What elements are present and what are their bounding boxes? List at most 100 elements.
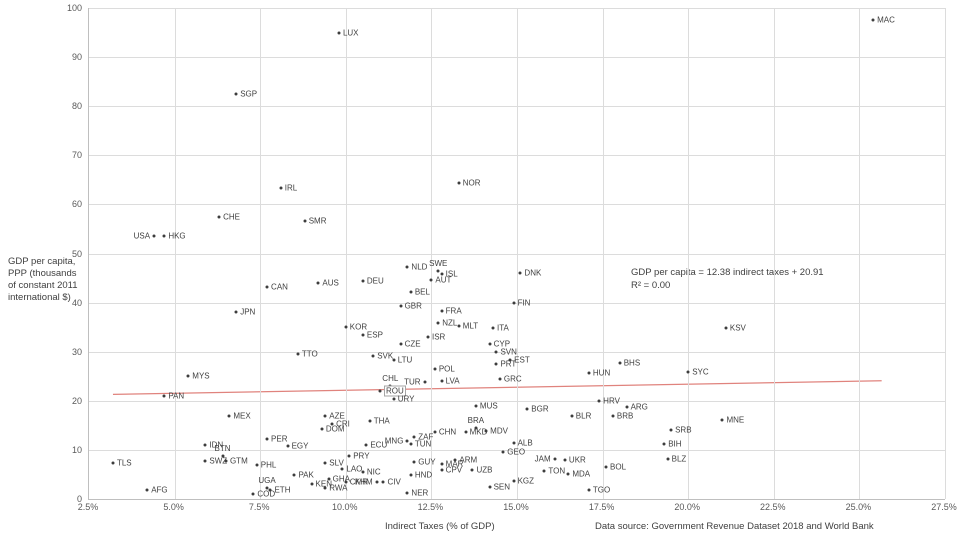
data-point-label: UGA: [258, 475, 276, 485]
data-point-label: GHA: [332, 474, 351, 484]
data-point-label: TGO: [592, 485, 611, 495]
data-point-label: GTM: [229, 456, 248, 466]
data-point-dot: [265, 285, 269, 289]
data-point-label: PAN: [168, 391, 185, 401]
data-point-label: KOR: [349, 322, 368, 332]
data-point-dot: [203, 459, 207, 463]
x-tick-label: 12.5%: [417, 502, 444, 512]
gridline: [859, 8, 861, 499]
data-point-dot: [162, 394, 166, 398]
data-point-label: TUN: [414, 439, 432, 449]
data-point-dot: [292, 473, 296, 477]
data-point-label: BEL: [414, 287, 430, 297]
y-tick-label: 80: [71, 101, 82, 112]
data-point-dot: [409, 473, 413, 477]
data-point-dot: [375, 480, 379, 484]
gridline: [174, 8, 176, 499]
data-point-dot: [265, 486, 269, 490]
data-point-dot: [457, 324, 461, 328]
data-point-dot: [474, 404, 478, 408]
data-point-label: MEX: [233, 411, 251, 421]
x-axis-title: Indirect Taxes (% of GDP): [385, 521, 495, 532]
y-tick-label: 20: [71, 395, 82, 406]
data-point-label: CMR: [349, 477, 369, 487]
data-point-dot: [474, 426, 478, 430]
data-point-label: BRB: [616, 411, 634, 421]
y-tick-label: 100: [66, 3, 82, 13]
data-point-dot: [203, 443, 207, 447]
data-point-label: ESP: [366, 330, 383, 340]
data-point-label: SWZ: [209, 456, 228, 466]
data-point-label: TLS: [116, 458, 132, 468]
data-point-label: CYP: [493, 339, 511, 349]
data-point-dot: [611, 414, 615, 418]
x-tick-label: 25.0%: [845, 502, 872, 512]
data-point-dot: [625, 405, 629, 409]
data-point-dot: [344, 480, 348, 484]
data-point-label: SMR: [308, 216, 327, 226]
y-tick-label: 60: [71, 199, 82, 210]
data-point-dot: [340, 467, 344, 471]
data-point-label: BLZ: [671, 454, 687, 464]
data-point-dot: [234, 310, 238, 314]
data-point-label: ROU: [384, 385, 406, 397]
data-point-label: AFG: [151, 485, 168, 495]
data-point-label: KSV: [729, 323, 746, 333]
gridline: [773, 8, 775, 499]
data-point-label: COD: [257, 489, 276, 499]
data-point-label: USA: [133, 231, 151, 241]
data-point-label: UKR: [568, 455, 586, 465]
data-point-dot: [399, 304, 403, 308]
data-point-label: AUT: [435, 275, 452, 285]
data-point-label: JPN: [240, 307, 256, 317]
data-point-label: CHL: [382, 374, 399, 384]
data-point-label: ALB: [517, 438, 533, 448]
data-point-dot: [871, 18, 875, 22]
data-point-dot: [488, 485, 492, 489]
data-point-label: CRI: [336, 419, 350, 429]
data-point-label: JAM: [534, 454, 551, 464]
data-point-dot: [433, 367, 437, 371]
y-axis-title: GDP per capita, PPP (thousands of consta…: [8, 256, 84, 304]
data-point-dot: [662, 442, 666, 446]
x-tick-label: 2.5%: [77, 502, 99, 512]
data-point-dot: [491, 326, 495, 330]
data-point-label: IRL: [284, 183, 298, 193]
x-axis-tick-labels: 2.5% 5.0% 7.5% 10.0% 12.5% 15.0% 17.5% 20.0% 22.…: [78, 502, 957, 516]
data-point-dot: [498, 377, 502, 381]
data-point-label: GEO: [507, 447, 526, 457]
data-point-dot: [566, 472, 570, 476]
regression-equation: GDP per capita = 12.38 indirect taxes + …: [631, 267, 824, 278]
data-point-dot: [409, 290, 413, 294]
data-point-label: NIC: [366, 467, 381, 477]
data-point-label: MNE: [726, 415, 745, 425]
data-point-label: SVK: [377, 351, 394, 361]
data-point-dot: [323, 461, 327, 465]
data-point-label: GUY: [418, 457, 436, 467]
data-point-dot: [327, 477, 331, 481]
data-point-label: PRY: [353, 451, 370, 461]
y-tick-label: 10: [71, 444, 82, 455]
data-point-dot: [440, 309, 444, 313]
x-tick-label: 5.0%: [163, 502, 184, 512]
data-point-dot: [464, 430, 468, 434]
data-point-dot: [525, 407, 529, 411]
data-point-label: LTU: [397, 355, 413, 365]
y-axis-tick-labels: 0 10 20 30 40 50 60 70 80 90 100: [0, 3, 82, 504]
data-point-dot: [234, 92, 238, 96]
x-tick-label: 27.5%: [931, 502, 957, 512]
y-tick-label: 30: [71, 346, 82, 357]
data-point-label: CAN: [271, 282, 288, 292]
data-point-label: SYC: [692, 367, 709, 377]
data-point-label: TTO: [301, 349, 318, 359]
data-point-label: NOR: [462, 178, 481, 188]
y-tick-label: 50: [71, 248, 82, 259]
gridline: [345, 8, 347, 499]
data-point-label: HRV: [603, 396, 620, 406]
data-point-label: HKG: [168, 231, 186, 241]
data-point-dot: [337, 31, 341, 35]
data-point-dot: [724, 326, 728, 330]
data-point-dot: [405, 439, 409, 443]
data-point-label: BOL: [610, 462, 627, 472]
data-point-label: TON: [548, 466, 566, 476]
